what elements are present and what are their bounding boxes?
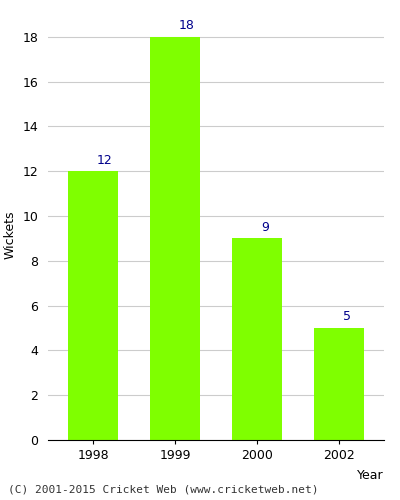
Text: 5: 5 (343, 310, 351, 324)
Bar (68, 171, 118, 440)
Y-axis label: Wickets: Wickets (4, 211, 17, 259)
Text: 9: 9 (261, 221, 269, 234)
Bar (314, 328, 364, 440)
Text: (C) 2001-2015 Cricket Web (www.cricketweb.net): (C) 2001-2015 Cricket Web (www.cricketwe… (8, 485, 318, 495)
Text: 18: 18 (179, 19, 195, 32)
Bar (232, 238, 282, 440)
Text: 12: 12 (97, 154, 113, 166)
Text: Year: Year (357, 468, 384, 481)
Bar (150, 36, 200, 440)
